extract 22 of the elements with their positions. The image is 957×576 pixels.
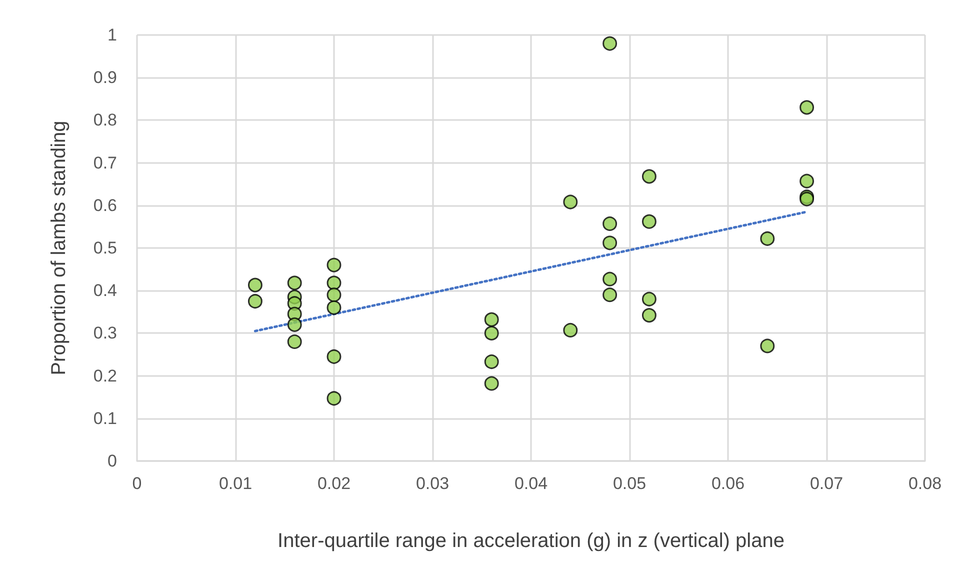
x-tick-label: 0.06 (711, 474, 745, 493)
x-tick-label: 0.04 (514, 474, 548, 493)
y-axis-title: Proportion of lambs standing (48, 120, 70, 376)
y-tick-label: 1 (108, 26, 117, 44)
x-tick-label: 0.03 (416, 474, 450, 493)
y-tick-label: 0.3 (93, 324, 117, 343)
y-tick-label: 0.7 (93, 153, 117, 172)
x-tick-label: 0 (132, 474, 142, 493)
x-tick-label: 0.02 (317, 474, 351, 493)
x-tick-label: 0.05 (612, 474, 646, 493)
y-tick-label: 0.1 (93, 408, 117, 428)
y-tick-label: 0.8 (93, 110, 117, 130)
y-tick-label: 0 (108, 452, 117, 470)
y-tick-label: 0.5 (93, 238, 117, 258)
y-tick-label: 0.6 (93, 196, 117, 215)
y-tick-label: 0.4 (93, 281, 117, 300)
y-tick-label: 0.9 (93, 68, 117, 88)
x-axis-title: Inter-quartile range in acceleration (g) in z (vertical) plane (278, 530, 784, 552)
x-tick-label: 0.08 (908, 474, 942, 493)
y-tick-label: 0.2 (93, 366, 117, 386)
x-tick-label: 0.01 (218, 474, 252, 493)
x-tick-label: 0.07 (810, 474, 844, 493)
